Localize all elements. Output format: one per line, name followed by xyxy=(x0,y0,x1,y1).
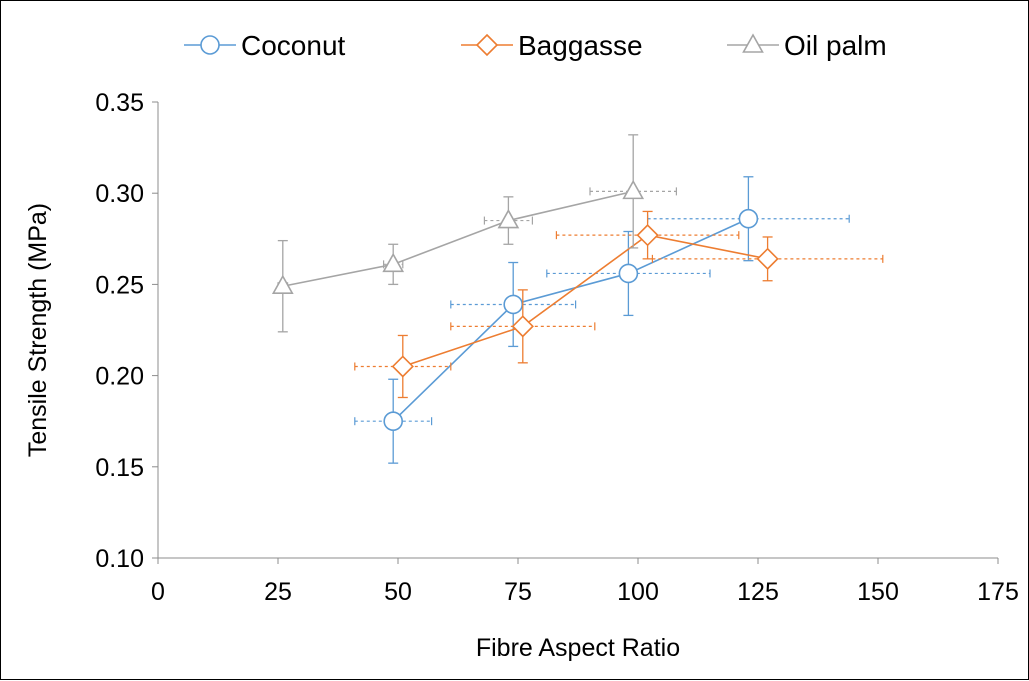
data-point xyxy=(738,208,759,229)
series-layer xyxy=(271,134,884,464)
data-point xyxy=(636,224,659,247)
data-point xyxy=(503,294,524,315)
data-point xyxy=(756,247,779,270)
data-point xyxy=(383,411,404,432)
legend-item-oil-palm: Oil palm xyxy=(727,30,887,61)
y-tick-label: 0.30 xyxy=(95,180,144,208)
y-tick-label: 0.25 xyxy=(95,271,144,299)
series-line xyxy=(282,190,634,288)
y-tick-label: 0.15 xyxy=(95,454,144,482)
series-baggasse xyxy=(354,210,884,399)
x-tick-label: 50 xyxy=(384,578,412,606)
legend-label: Baggasse xyxy=(518,30,643,61)
axes: 0 25 50 75 100 125 150 175 0.10 0.15 0.20 0.25 0.30… xyxy=(24,89,1019,662)
data-point xyxy=(271,274,294,295)
x-tick-label: 75 xyxy=(504,578,532,606)
y-ticks: 0.10 0.15 0.20 0.25 0.30 0.35 xyxy=(95,89,158,573)
x-tick-label: 100 xyxy=(617,578,659,606)
x-tick-label: 150 xyxy=(857,578,899,606)
legend-item-baggasse: Baggasse xyxy=(461,30,643,61)
x-tick-label: 25 xyxy=(264,578,292,606)
x-tick-label: 0 xyxy=(151,578,165,606)
legend-item-coconut: Coconut xyxy=(184,30,346,61)
legend-marker xyxy=(200,35,220,55)
legend-label: Oil palm xyxy=(784,30,887,61)
legend: Coconut Baggasse Oil palm xyxy=(184,30,887,61)
x-tick-label: 175 xyxy=(977,578,1019,606)
y-tick-label: 0.10 xyxy=(95,545,144,573)
data-point xyxy=(511,315,534,338)
legend-marker xyxy=(742,33,764,53)
series-line xyxy=(402,234,768,368)
data-point xyxy=(622,179,645,200)
y-axis-title: Tensile Strength (MPa) xyxy=(24,203,52,457)
series-oil-palm xyxy=(271,134,678,333)
series-line xyxy=(392,218,749,422)
x-ticks: 0 25 50 75 100 125 150 175 xyxy=(151,558,1019,606)
y-tick-label: 0.20 xyxy=(95,363,144,391)
series-coconut xyxy=(354,176,850,464)
legend-marker xyxy=(475,33,499,57)
legend-label: Coconut xyxy=(241,30,346,61)
x-axis-title: Fibre Aspect Ratio xyxy=(476,634,680,662)
data-point xyxy=(497,208,520,229)
x-tick-label: 125 xyxy=(737,578,779,606)
data-point xyxy=(382,252,405,273)
y-tick-label: 0.35 xyxy=(95,89,144,117)
data-point xyxy=(391,355,414,378)
data-point xyxy=(618,263,639,284)
